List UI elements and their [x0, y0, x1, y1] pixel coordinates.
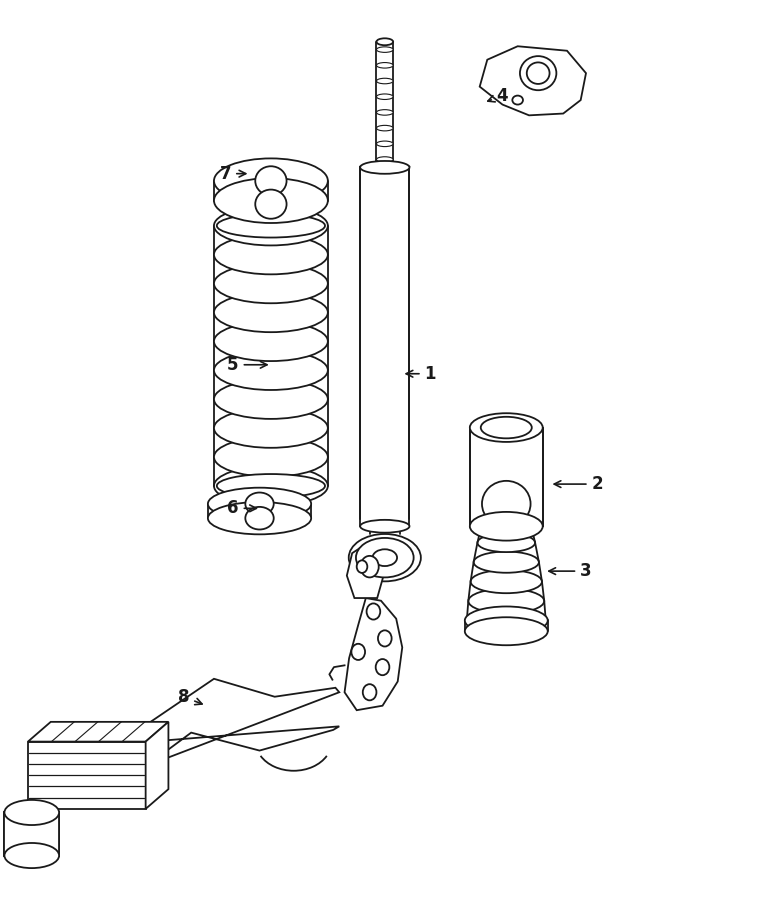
Ellipse shape: [512, 95, 523, 104]
Ellipse shape: [349, 534, 421, 581]
Ellipse shape: [245, 492, 274, 515]
Ellipse shape: [214, 350, 328, 390]
Text: 4: 4: [488, 86, 508, 104]
Circle shape: [376, 659, 389, 675]
Ellipse shape: [214, 466, 328, 506]
Circle shape: [378, 630, 392, 646]
Ellipse shape: [376, 78, 393, 84]
Text: 7: 7: [219, 165, 246, 183]
Ellipse shape: [376, 157, 393, 162]
Ellipse shape: [470, 413, 543, 442]
Ellipse shape: [520, 56, 556, 90]
Text: 6: 6: [227, 500, 256, 518]
Ellipse shape: [360, 161, 409, 174]
Ellipse shape: [217, 474, 325, 498]
Circle shape: [363, 684, 376, 700]
Ellipse shape: [482, 516, 530, 531]
Ellipse shape: [214, 158, 328, 203]
Ellipse shape: [481, 417, 532, 438]
Ellipse shape: [376, 110, 393, 115]
Ellipse shape: [376, 47, 393, 52]
Ellipse shape: [255, 190, 287, 219]
Ellipse shape: [465, 607, 548, 634]
Polygon shape: [347, 544, 385, 598]
Ellipse shape: [469, 589, 544, 614]
Circle shape: [367, 603, 380, 619]
Ellipse shape: [474, 552, 539, 572]
Ellipse shape: [478, 534, 535, 552]
Text: 8: 8: [178, 688, 202, 706]
Ellipse shape: [214, 380, 328, 419]
Polygon shape: [5, 813, 59, 856]
Text: 2: 2: [554, 475, 604, 493]
Ellipse shape: [376, 94, 393, 100]
Text: 3: 3: [549, 562, 592, 580]
Ellipse shape: [376, 125, 393, 130]
Ellipse shape: [208, 502, 311, 535]
Ellipse shape: [255, 166, 287, 195]
Polygon shape: [344, 598, 402, 710]
Polygon shape: [470, 428, 543, 526]
Ellipse shape: [360, 520, 409, 533]
Ellipse shape: [245, 507, 274, 529]
Polygon shape: [360, 167, 409, 526]
Text: 5: 5: [227, 356, 267, 373]
Circle shape: [360, 556, 379, 578]
Polygon shape: [146, 722, 168, 809]
Ellipse shape: [214, 178, 328, 223]
Ellipse shape: [376, 63, 393, 68]
Text: 1: 1: [406, 364, 436, 382]
Ellipse shape: [214, 235, 328, 274]
Ellipse shape: [527, 62, 549, 84]
Ellipse shape: [214, 292, 328, 332]
Ellipse shape: [470, 512, 543, 541]
Ellipse shape: [373, 549, 397, 566]
Ellipse shape: [5, 843, 59, 868]
Ellipse shape: [356, 538, 414, 578]
Polygon shape: [107, 679, 339, 786]
Polygon shape: [480, 46, 586, 115]
Circle shape: [357, 561, 367, 573]
Ellipse shape: [217, 214, 325, 238]
Ellipse shape: [214, 321, 328, 361]
Ellipse shape: [214, 409, 328, 448]
Ellipse shape: [5, 800, 59, 825]
Ellipse shape: [482, 481, 530, 526]
Ellipse shape: [376, 141, 393, 147]
Ellipse shape: [208, 488, 311, 520]
Ellipse shape: [471, 570, 542, 593]
Ellipse shape: [467, 608, 546, 634]
Ellipse shape: [214, 437, 328, 477]
Polygon shape: [28, 722, 168, 742]
Ellipse shape: [376, 39, 393, 45]
Polygon shape: [28, 742, 146, 809]
Circle shape: [351, 644, 365, 660]
Ellipse shape: [214, 264, 328, 303]
Ellipse shape: [465, 617, 548, 645]
Ellipse shape: [214, 206, 328, 246]
